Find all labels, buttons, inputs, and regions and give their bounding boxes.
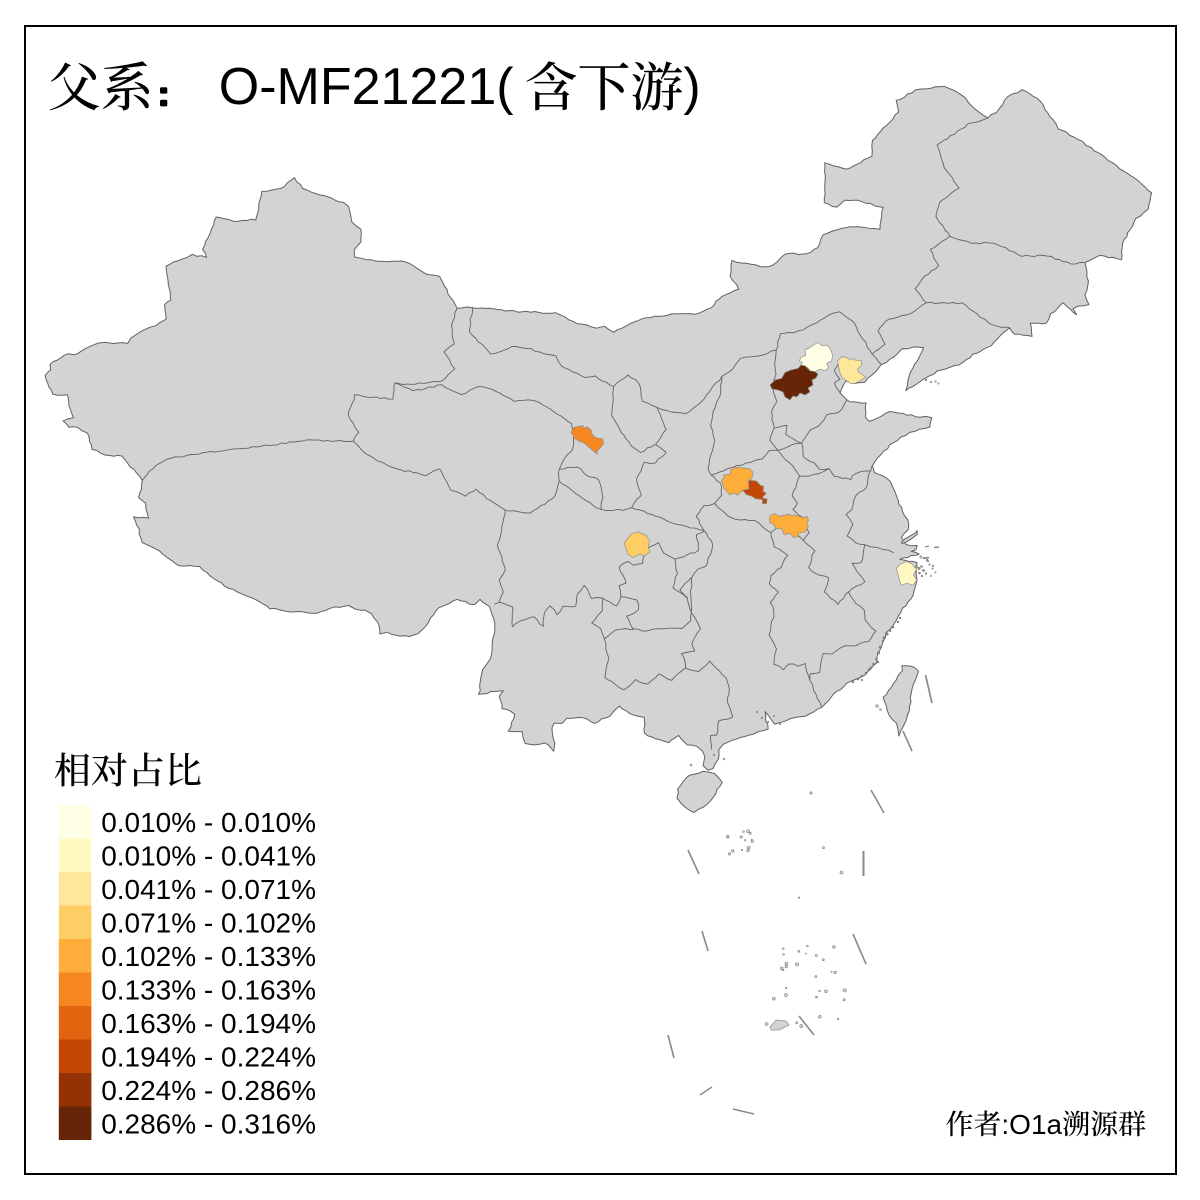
svg-text:): ) bbox=[683, 58, 700, 116]
svg-text:0.041% - 0.071%: 0.041% - 0.071% bbox=[101, 874, 316, 905]
svg-text:0.194% - 0.224%: 0.194% - 0.224% bbox=[101, 1041, 316, 1072]
svg-text:0.286% - 0.316%: 0.286% - 0.316% bbox=[101, 1108, 316, 1139]
svg-text:0.224% - 0.286%: 0.224% - 0.286% bbox=[101, 1075, 316, 1106]
svg-text:0.010% - 0.010%: 0.010% - 0.010% bbox=[101, 807, 316, 838]
svg-text:0.163% - 0.194%: 0.163% - 0.194% bbox=[101, 1008, 316, 1039]
svg-text:0.010% - 0.041%: 0.010% - 0.041% bbox=[101, 840, 316, 871]
svg-text:0.102% - 0.133%: 0.102% - 0.133% bbox=[101, 941, 316, 972]
svg-text:0.133% - 0.163%: 0.133% - 0.163% bbox=[101, 974, 316, 1005]
svg-text:O-MF21221(: O-MF21221( bbox=[219, 58, 514, 116]
svg-text:0.071% - 0.102%: 0.071% - 0.102% bbox=[101, 907, 316, 938]
svg-text::O1a: :O1a bbox=[1001, 1109, 1062, 1140]
